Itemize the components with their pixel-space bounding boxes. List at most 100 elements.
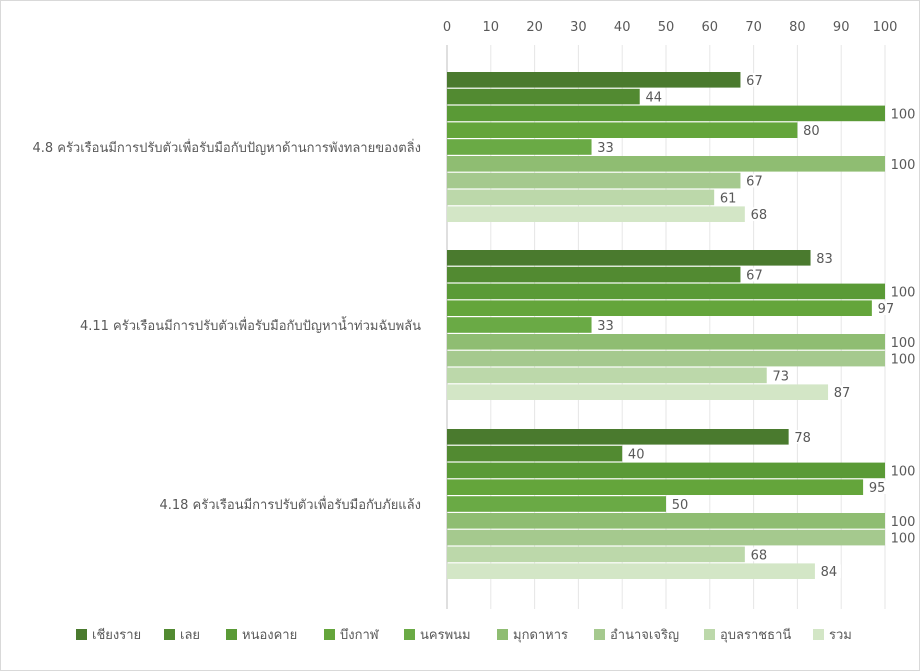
x-tick-label: 0 xyxy=(443,20,451,35)
data-label: 61 xyxy=(720,191,737,206)
data-label-bg xyxy=(746,207,771,221)
data-label: 84 xyxy=(821,565,838,580)
bar xyxy=(447,72,741,88)
legend-label: อำนาจเจริญ xyxy=(610,628,679,643)
data-label-bg xyxy=(742,267,767,282)
data-label: 67 xyxy=(746,74,763,89)
data-label: 68 xyxy=(751,548,768,563)
bar xyxy=(447,250,811,266)
data-label-bg xyxy=(746,547,771,562)
bar xyxy=(447,300,872,316)
data-label: 68 xyxy=(751,208,768,223)
bar xyxy=(447,189,715,206)
legend-swatch xyxy=(164,629,175,640)
bar xyxy=(447,266,741,283)
bar xyxy=(447,317,592,333)
data-label: 83 xyxy=(816,252,833,267)
legend-label: นครพนม xyxy=(420,628,471,643)
bar xyxy=(447,283,885,300)
data-label-bg xyxy=(641,89,666,104)
data-label: 100 xyxy=(891,532,916,547)
data-label: 40 xyxy=(628,448,645,463)
data-label-bg xyxy=(887,335,919,349)
legend-swatch xyxy=(704,629,715,640)
legend-label: เชียงราย xyxy=(92,627,141,643)
data-label-bg xyxy=(887,351,919,366)
bar xyxy=(447,496,666,512)
data-label: 33 xyxy=(597,319,614,334)
data-label-bg xyxy=(812,251,837,265)
legend-label: รวม xyxy=(829,628,852,643)
data-label: 95 xyxy=(869,481,886,496)
bar xyxy=(447,350,885,367)
data-label-bg xyxy=(768,368,793,383)
x-tick-label: 60 xyxy=(702,20,719,35)
category-label: 4.8 ครัวเรือนมีการปรับตัวเพื่อรับมือกับป… xyxy=(32,139,421,156)
x-tick-label: 10 xyxy=(483,20,500,35)
legend-label: อุบลราชธานี xyxy=(720,627,791,643)
legend-label: มุกดาหาร xyxy=(513,628,568,643)
bar xyxy=(447,334,885,350)
data-label-bg xyxy=(742,73,767,87)
data-label-bg xyxy=(865,480,890,494)
legend-swatch xyxy=(813,629,824,640)
data-label: 44 xyxy=(645,91,662,106)
category-label: 4.18 ครัวเรือนมีการปรับตัวเพื่อรับมือกับ… xyxy=(159,496,421,513)
bar xyxy=(447,367,767,384)
data-label: 97 xyxy=(878,302,895,317)
data-label-bg xyxy=(873,301,898,315)
data-label-bg xyxy=(790,430,815,444)
x-tick-label: 30 xyxy=(570,20,587,35)
bar xyxy=(447,513,885,529)
legend-swatch xyxy=(594,629,605,640)
data-label: 80 xyxy=(803,124,820,139)
data-label-bg xyxy=(668,497,692,511)
x-tick-label: 50 xyxy=(658,20,675,35)
data-label-bg xyxy=(742,173,767,188)
data-label: 87 xyxy=(834,386,851,401)
bar xyxy=(447,206,745,222)
bar xyxy=(447,429,789,445)
bar xyxy=(447,384,829,400)
bar xyxy=(447,462,885,479)
legend-swatch xyxy=(404,629,415,640)
data-label: 50 xyxy=(672,498,689,513)
legend-label: หนองคาย xyxy=(242,628,297,643)
data-label-bg xyxy=(887,284,919,299)
data-label: 100 xyxy=(891,158,916,173)
bar xyxy=(447,529,885,546)
data-label-bg xyxy=(593,318,618,332)
data-label: 100 xyxy=(891,107,916,122)
data-label-bg xyxy=(816,564,841,578)
x-tick-label: 20 xyxy=(526,20,543,35)
legend-label: บึงกาฬ xyxy=(340,628,380,643)
data-label-bg xyxy=(716,190,741,205)
data-label-bg xyxy=(887,157,919,171)
data-label-bg xyxy=(887,106,919,121)
bar xyxy=(447,156,885,172)
data-label-bg xyxy=(887,514,919,528)
data-label: 33 xyxy=(597,141,614,156)
category-label: 4.11 ครัวเรือนมีการปรับตัวเพื่อรับมือกับ… xyxy=(80,316,421,334)
bar xyxy=(447,122,798,138)
data-label: 100 xyxy=(891,464,916,479)
x-tick-label: 80 xyxy=(789,20,806,35)
x-tick-label: 90 xyxy=(833,20,850,35)
data-label: 67 xyxy=(746,175,763,190)
bar xyxy=(447,172,741,189)
data-label-bg xyxy=(624,446,649,461)
data-label-bg xyxy=(887,463,919,478)
data-label: 73 xyxy=(772,369,789,384)
legend-swatch xyxy=(497,629,508,640)
data-label: 100 xyxy=(891,285,916,300)
bar xyxy=(447,105,885,122)
data-label: 78 xyxy=(794,431,811,446)
data-label-bg xyxy=(593,140,618,154)
data-label-bg xyxy=(887,530,919,545)
legend-swatch xyxy=(324,629,335,640)
x-tick-label: 70 xyxy=(745,20,762,35)
x-tick-label: 40 xyxy=(614,20,631,35)
legend-swatch xyxy=(76,629,87,640)
